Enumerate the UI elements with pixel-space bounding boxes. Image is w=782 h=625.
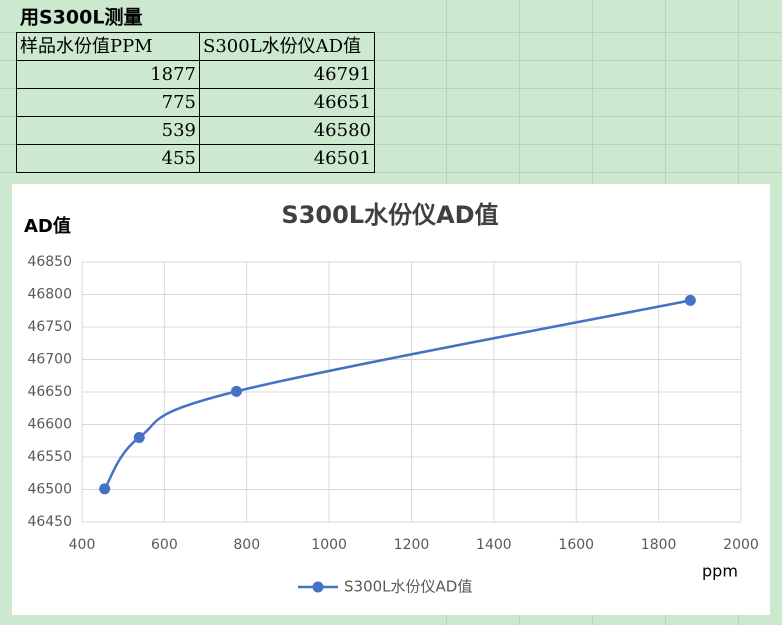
column-header: S300L水份仪AD值 xyxy=(203,36,361,57)
x-tick-label: 1800 xyxy=(641,537,677,553)
column-header: 样品水份值PPM xyxy=(20,36,153,57)
cell: 1877 xyxy=(150,64,196,85)
data-point xyxy=(133,432,145,443)
sheet-title: 用S300L测量 xyxy=(20,7,142,29)
y-tick-label: 46750 xyxy=(27,319,72,335)
x-tick-label: 1600 xyxy=(558,537,594,553)
plot-border xyxy=(81,261,742,523)
data-point xyxy=(230,385,242,397)
y-tick-label: 46500 xyxy=(27,482,72,498)
cell: 46580 xyxy=(314,120,371,141)
y-tick-label: 46800 xyxy=(27,287,72,303)
y-tick-label: 46650 xyxy=(27,384,72,400)
x-tick-label: 1200 xyxy=(394,537,430,553)
chart-title: S300L水份仪AD值 xyxy=(281,201,498,229)
x-axis-label: ppm xyxy=(702,562,738,581)
cell: 539 xyxy=(162,120,196,141)
x-tick-label: 800 xyxy=(233,537,260,553)
table xyxy=(16,32,375,173)
x-tick-label: 1000 xyxy=(311,537,347,553)
y-axis-label: AD值 xyxy=(24,215,71,237)
cell: 46501 xyxy=(314,148,371,169)
y-tick-label: 46850 xyxy=(27,254,72,270)
legend-marker xyxy=(312,581,324,593)
y-tick-label: 46550 xyxy=(27,449,72,465)
x-tick-label: 400 xyxy=(69,537,96,553)
y-tick-label: 46450 xyxy=(27,514,72,530)
cell: 775 xyxy=(162,92,196,113)
cell: 46791 xyxy=(314,64,371,85)
cell: 46651 xyxy=(314,92,371,113)
y-tick-label: 46600 xyxy=(27,417,72,433)
x-tick-label: 2000 xyxy=(723,537,759,553)
chart-area xyxy=(12,184,770,615)
x-tick-label: 1400 xyxy=(476,537,512,553)
cell: 455 xyxy=(162,148,196,169)
y-tick-label: 46700 xyxy=(27,352,72,368)
data-point xyxy=(684,294,696,306)
x-tick-label: 600 xyxy=(151,537,178,553)
legend-label: S300L水份仪AD值 xyxy=(344,578,472,596)
data-point xyxy=(99,483,111,495)
